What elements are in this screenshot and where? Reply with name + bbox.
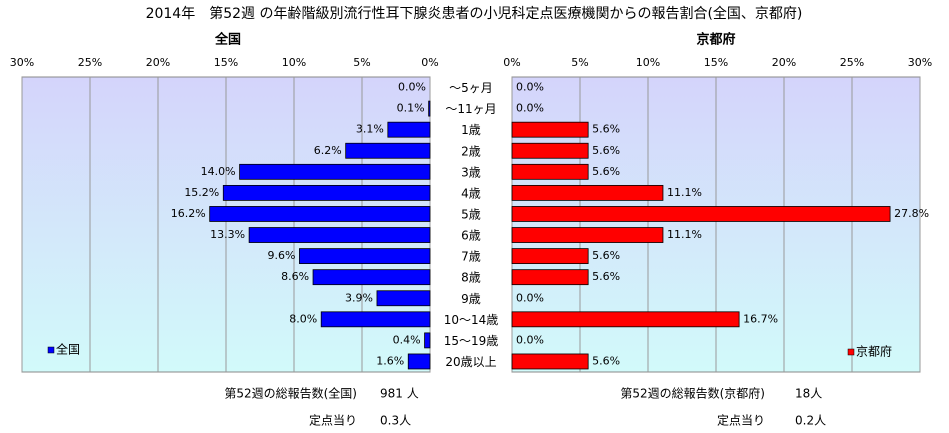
x-tick-label: 5%: [353, 56, 370, 69]
panel-title: 全国: [214, 32, 241, 48]
bar: [248, 227, 431, 243]
legend-swatch: [847, 348, 855, 356]
footer-text: 0.3人: [380, 414, 411, 428]
category-label: 10～14歳: [444, 313, 499, 327]
footer-text: 定点当り: [309, 413, 357, 428]
category-label: 6歳: [461, 229, 481, 243]
bar: [511, 353, 589, 370]
x-tick-label: 25%: [78, 56, 102, 69]
x-tick-label: 15%: [214, 56, 238, 69]
bar: [511, 121, 589, 138]
data-label: 11.1%: [667, 186, 702, 199]
bar: [424, 332, 431, 349]
data-label: 13.3%: [210, 228, 245, 241]
bar: [407, 353, 431, 370]
data-label: 5.6%: [592, 354, 620, 367]
bar: [511, 227, 664, 243]
bar: [345, 142, 431, 159]
bar: [239, 163, 431, 180]
data-label: 3.9%: [345, 291, 373, 304]
data-label: 8.0%: [289, 312, 317, 325]
data-label: 0.4%: [393, 333, 421, 346]
data-label: 15.2%: [184, 186, 219, 199]
bar: [428, 100, 431, 117]
bar: [222, 184, 431, 201]
data-label: 0.0%: [516, 333, 544, 346]
data-label: 16.7%: [743, 312, 778, 325]
bar: [511, 269, 589, 286]
x-tick-label: 10%: [636, 56, 660, 69]
bar: [299, 248, 431, 265]
category-label: ～11ヶ月: [445, 102, 496, 116]
category-label: 20歳以上: [445, 355, 496, 369]
footer-text: 定点当り: [717, 413, 765, 428]
bar: [511, 142, 589, 159]
data-label: 0.0%: [516, 81, 544, 94]
category-label: 4歳: [461, 186, 481, 200]
category-label: 8歳: [461, 271, 481, 285]
x-tick-label: 20%: [772, 56, 796, 69]
x-tick-label: 5%: [571, 56, 588, 69]
category-label: 15～19歳: [444, 334, 499, 348]
data-label: 8.6%: [281, 270, 309, 283]
category-label: 9歳: [461, 292, 481, 306]
bar: [511, 206, 891, 222]
category-label: 2歳: [461, 144, 481, 158]
legend-swatch: [47, 346, 55, 354]
data-label: 11.1%: [667, 228, 702, 241]
category-label: 5歳: [461, 207, 481, 221]
bar: [387, 121, 431, 138]
footer-text: 18人: [795, 387, 822, 401]
data-label: 5.6%: [592, 270, 620, 283]
data-label: 3.1%: [356, 123, 384, 136]
bar: [320, 311, 431, 328]
category-label: 1歳: [461, 123, 481, 137]
data-label: 5.6%: [592, 123, 620, 136]
data-label: 9.6%: [267, 249, 295, 262]
bar: [511, 311, 740, 328]
x-tick-label: 20%: [146, 56, 170, 69]
chart-title: 2014年 第52週 の年齢階級別流行性耳下腺炎患者の小児科定点医療機関からの報…: [146, 5, 803, 22]
data-label: 6.2%: [314, 144, 342, 157]
category-label: ～5ヶ月: [449, 81, 493, 95]
bar: [511, 248, 589, 265]
footer-text: 0.2人: [795, 414, 826, 428]
data-label: 14.0%: [201, 165, 236, 178]
bar: [511, 184, 664, 201]
x-tick-label: 0%: [503, 56, 520, 69]
legend-label: 全国: [56, 342, 80, 357]
x-tick-label: 10%: [282, 56, 306, 69]
x-tick-label: 30%: [10, 56, 34, 69]
data-label: 0.0%: [516, 102, 544, 115]
footer-text: 第52週の総報告数(全国): [224, 386, 357, 401]
data-label: 0.1%: [397, 102, 425, 115]
data-label: 5.6%: [592, 144, 620, 157]
footer-text: 第52週の総報告数(京都府): [620, 386, 765, 401]
bar: [511, 163, 589, 180]
x-tick-label: 15%: [704, 56, 728, 69]
data-label: 5.6%: [592, 165, 620, 178]
data-label: 5.6%: [592, 249, 620, 262]
x-tick-label: 30%: [908, 56, 932, 69]
data-label: 1.6%: [376, 354, 404, 367]
panel-title: 京都府: [696, 32, 735, 48]
data-label: 0.0%: [516, 291, 544, 304]
data-label: 16.2%: [171, 207, 206, 220]
data-label: 27.8%: [894, 207, 929, 220]
x-tick-label: 0%: [421, 56, 438, 69]
footer-text: 981 人: [380, 387, 419, 401]
bar: [209, 206, 431, 222]
bar: [312, 269, 431, 286]
legend-label: 京都府: [856, 344, 892, 359]
data-label: 0.0%: [398, 81, 426, 94]
category-label: 7歳: [461, 250, 481, 264]
bar: [376, 290, 431, 307]
x-tick-label: 25%: [840, 56, 864, 69]
category-label: 3歳: [461, 165, 481, 179]
